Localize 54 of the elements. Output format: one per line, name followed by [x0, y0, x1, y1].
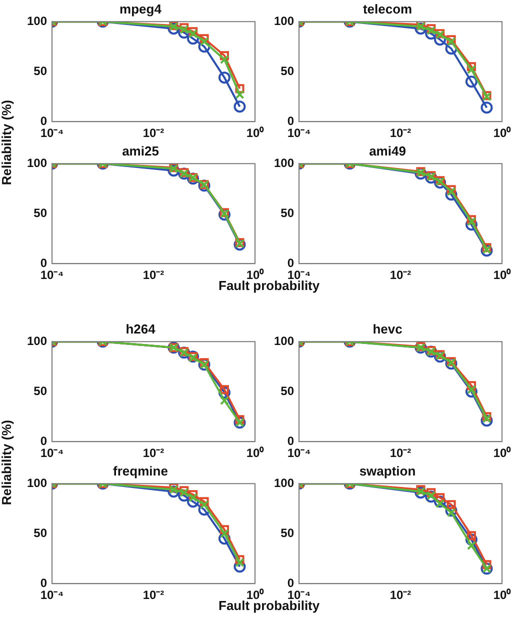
chart-title: h264	[126, 321, 156, 336]
x-tick-label: 10⁻²	[390, 126, 412, 140]
chart-title: freqmine	[113, 463, 168, 478]
y-tick-label: 100	[26, 14, 48, 28]
y-tick-label: 50	[34, 64, 48, 78]
chart-title: telecom	[362, 1, 412, 16]
x-tick-label: 10⁻²	[142, 588, 164, 602]
x-tick-label: 10⁻²	[390, 588, 412, 602]
x-tick-label: 10⁻²	[390, 268, 412, 282]
x-tick-label: 10⁰	[493, 446, 512, 460]
y-tick-label: 0	[287, 256, 294, 270]
y-tick-label: 0	[40, 434, 48, 448]
y-tick-label: 100	[26, 476, 48, 490]
y-tick-label: 100	[274, 14, 294, 28]
y-tick-label: 50	[34, 526, 48, 540]
y-axis-title: Reliability (%)	[0, 99, 14, 185]
x-tick-label: 10⁰	[246, 126, 265, 140]
x-tick-label: 10⁻²	[390, 446, 412, 460]
x-tick-label: 10⁻⁴	[40, 126, 64, 140]
x-tick-label: 10⁻⁴	[40, 268, 64, 282]
y-tick-label: 100	[274, 156, 294, 170]
y-tick-label: 100	[274, 476, 294, 490]
chart-title: ami49	[369, 143, 406, 158]
y-tick-label: 0	[40, 256, 48, 270]
y-tick-label: 0	[40, 114, 48, 128]
x-tick-label: 10⁰	[493, 268, 512, 282]
chart-title: mpeg4	[120, 1, 162, 16]
x-tick-label: 10⁰	[493, 588, 512, 602]
y-tick-label: 0	[287, 434, 294, 448]
y-tick-label: 50	[34, 384, 48, 398]
y-tick-label: 50	[34, 206, 48, 220]
y-tick-label: 0	[287, 114, 294, 128]
y-tick-label: 50	[280, 206, 294, 220]
chart-title: ami25	[122, 143, 159, 158]
x-tick-label: 10⁻²	[142, 446, 164, 460]
x-tick-label: 10⁻⁴	[287, 446, 311, 460]
y-tick-label: 50	[280, 384, 294, 398]
x-tick-label: 10⁻⁴	[40, 446, 64, 460]
x-tick-label: 10⁻⁴	[40, 588, 64, 602]
y-tick-label: 50	[280, 526, 294, 540]
chart-title: swaption	[359, 463, 416, 478]
chart-title: hevc	[372, 321, 402, 336]
y-tick-label: 100	[274, 334, 294, 348]
x-tick-label: 10⁻²	[142, 126, 164, 140]
x-tick-label: 10⁻⁴	[287, 126, 311, 140]
x-tick-label: 10⁰	[493, 126, 512, 140]
y-tick-label: 0	[40, 576, 48, 590]
y-tick-label: 50	[280, 64, 294, 78]
y-axis-title: Reliability (%)	[0, 419, 14, 505]
x-tick-label: 10⁻²	[142, 268, 164, 282]
x-tick-label: 10⁰	[246, 446, 265, 460]
y-tick-label: 0	[287, 576, 294, 590]
y-tick-label: 100	[26, 334, 48, 348]
y-tick-label: 100	[26, 156, 48, 170]
